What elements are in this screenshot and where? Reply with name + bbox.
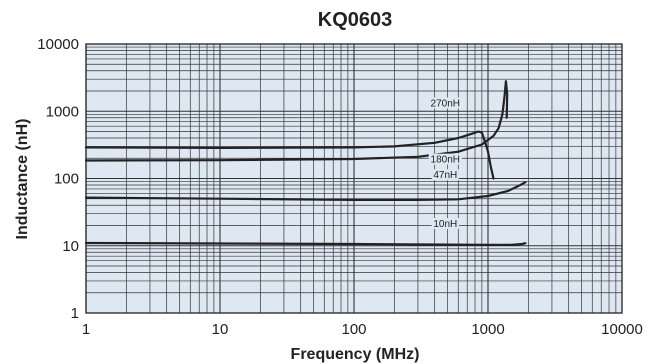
y-tick-label: 10000 — [37, 36, 79, 53]
series-line-180nH — [84, 80, 509, 162]
series-label-backing — [431, 218, 459, 230]
series-line-10nH — [84, 241, 527, 246]
x-tick-label: 10 — [212, 321, 229, 338]
x-tick-label: 1000 — [471, 321, 504, 338]
series-label-270nH: 270nH — [431, 98, 460, 109]
series-line-270nH — [84, 130, 495, 180]
y-tick-label: 100 — [54, 171, 79, 188]
plot-border — [85, 43, 623, 314]
x-tick-label: 100 — [341, 321, 366, 338]
tick-labels: 1 10 100 1000 10000 1 10 100 1000 10000 — [37, 36, 643, 338]
x-tick-label: 10000 — [601, 321, 643, 338]
series-label-backing — [431, 169, 459, 181]
y-tick-label: 10 — [62, 238, 79, 255]
y-tick-label: 1 — [71, 305, 79, 322]
series-line-47nH — [84, 181, 527, 201]
series-lines — [84, 80, 527, 246]
series-label-47nH: 47nH — [433, 170, 457, 181]
series-label-backing — [428, 153, 462, 165]
x-axis-label: Frequency (MHz) — [291, 346, 420, 363]
chart-title: KQ0603 — [318, 9, 393, 31]
y-axis-label: Inductance (nH) — [14, 119, 31, 240]
y-tick-label: 1000 — [46, 103, 79, 120]
series-labels: 270nH 180nH 47nH 10nH — [428, 97, 462, 230]
grid-lines — [85, 43, 623, 314]
series-label-backing — [428, 97, 462, 109]
series-label-180nH: 180nH — [431, 155, 460, 166]
series-label-10nH: 10nH — [433, 219, 457, 230]
x-tick-label: 1 — [82, 321, 90, 338]
